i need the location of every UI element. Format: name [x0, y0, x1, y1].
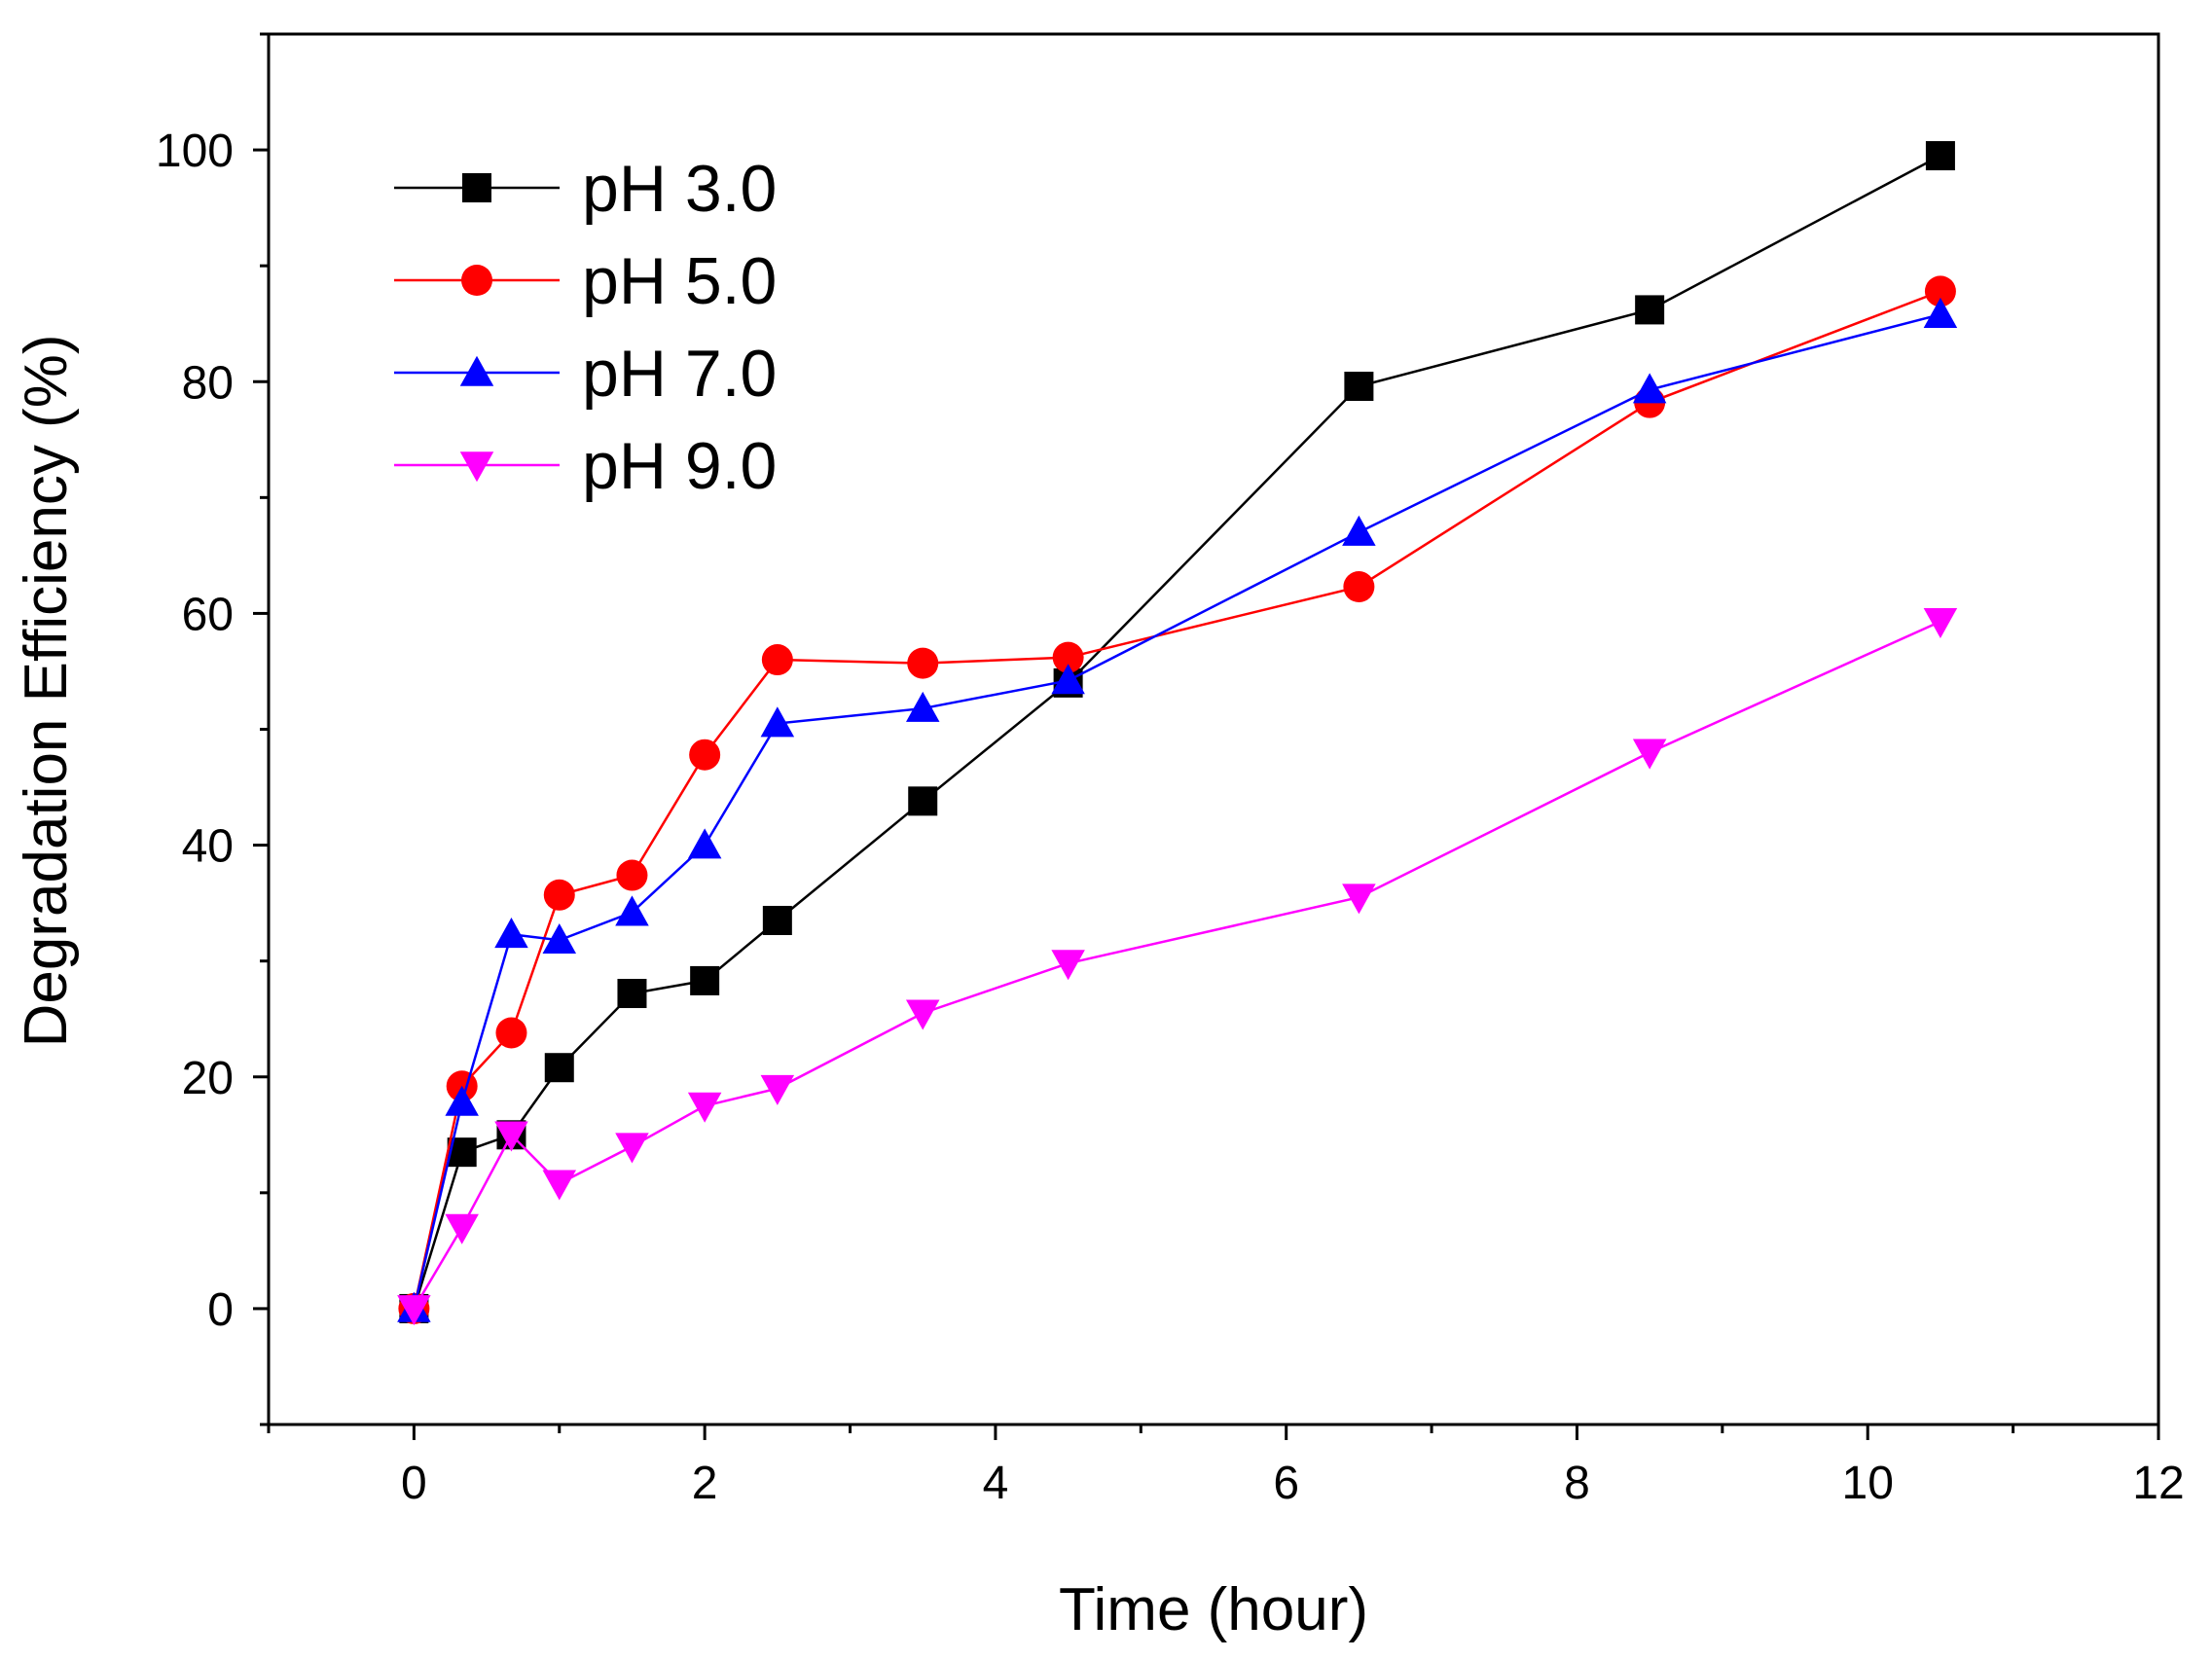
data-point	[761, 644, 793, 676]
y-tick-label: 40	[182, 821, 234, 873]
legend-marker	[461, 265, 492, 296]
legend-label: pH 3.0	[582, 152, 777, 226]
x-axis: 0 2 4 6 8 10 12	[267, 1425, 2185, 1509]
series-line	[413, 312, 1941, 1310]
data-point	[1342, 884, 1376, 915]
data-point	[760, 706, 795, 738]
data-point	[1051, 950, 1085, 981]
series-group	[397, 141, 1958, 1326]
data-point	[445, 1085, 479, 1116]
x-tick-label: 6	[1273, 1458, 1299, 1509]
x-tick-label: 8	[1564, 1458, 1590, 1509]
x-tick-label: 2	[692, 1458, 718, 1509]
data-point	[544, 1053, 574, 1083]
legend-label: pH 5.0	[582, 244, 777, 318]
x-tick-label: 0	[401, 1458, 427, 1509]
legend-label: pH 9.0	[582, 429, 777, 503]
series-1	[398, 275, 1956, 1324]
legend-item: pH 5.0	[394, 244, 777, 318]
y-tick-label: 60	[182, 589, 234, 640]
data-point	[494, 918, 528, 949]
data-point	[617, 979, 647, 1009]
y-tick-label: 20	[182, 1053, 234, 1104]
legend: pH 3.0 pH 5.0 pH 7.0 pH 9.0	[394, 152, 777, 503]
x-tick-label: 4	[983, 1458, 1009, 1509]
data-point	[907, 647, 939, 679]
data-point	[1632, 739, 1667, 770]
data-point	[689, 739, 721, 771]
y-axis-title: Degradation Efficiency (%)	[13, 335, 80, 1048]
data-point	[495, 1017, 527, 1049]
data-point	[615, 895, 649, 926]
data-point	[1344, 372, 1374, 402]
data-point	[543, 879, 575, 911]
y-tick-label: 100	[156, 126, 234, 177]
legend-marker	[462, 173, 491, 202]
data-point	[905, 691, 940, 722]
data-point	[1051, 664, 1085, 695]
y-tick-label: 80	[182, 357, 234, 409]
data-point	[690, 965, 720, 995]
x-tick-label: 12	[2132, 1458, 2184, 1509]
x-tick-label: 10	[1842, 1458, 1894, 1509]
data-point	[687, 828, 722, 859]
legend-item: pH 7.0	[394, 337, 777, 411]
data-point	[1635, 295, 1665, 325]
data-point	[445, 1213, 479, 1244]
series-3	[397, 607, 1958, 1326]
data-point	[905, 999, 940, 1030]
data-point	[760, 1074, 795, 1105]
data-point	[1925, 141, 1955, 171]
data-point	[1342, 515, 1376, 546]
data-point	[542, 922, 577, 955]
data-point	[1924, 275, 1956, 307]
data-point	[616, 859, 648, 891]
plot-frame	[267, 32, 2160, 1426]
data-point	[1632, 373, 1667, 404]
series-line	[413, 620, 1941, 1310]
legend-marker	[459, 355, 494, 386]
data-point	[687, 1092, 722, 1123]
x-axis-title: Time (hour)	[1059, 1576, 1368, 1643]
data-point	[908, 786, 938, 816]
y-tick-label: 0	[207, 1284, 234, 1336]
legend-item: pH 9.0	[394, 429, 777, 503]
series-2	[397, 297, 1958, 1322]
data-point	[542, 1170, 577, 1201]
legend-marker	[459, 451, 494, 483]
data-point	[762, 905, 792, 935]
legend-item: pH 3.0	[394, 152, 777, 226]
data-point	[494, 1121, 528, 1152]
data-point	[1923, 607, 1958, 639]
plot-area-border	[267, 32, 2160, 1426]
data-point	[615, 1133, 649, 1164]
y-axis: 0 20 40 60 80 100	[156, 32, 269, 1426]
data-point	[1923, 297, 1958, 328]
legend-label: pH 7.0	[582, 337, 777, 411]
data-point	[1343, 571, 1375, 603]
data-point	[397, 1295, 431, 1326]
data-point	[1052, 641, 1084, 673]
